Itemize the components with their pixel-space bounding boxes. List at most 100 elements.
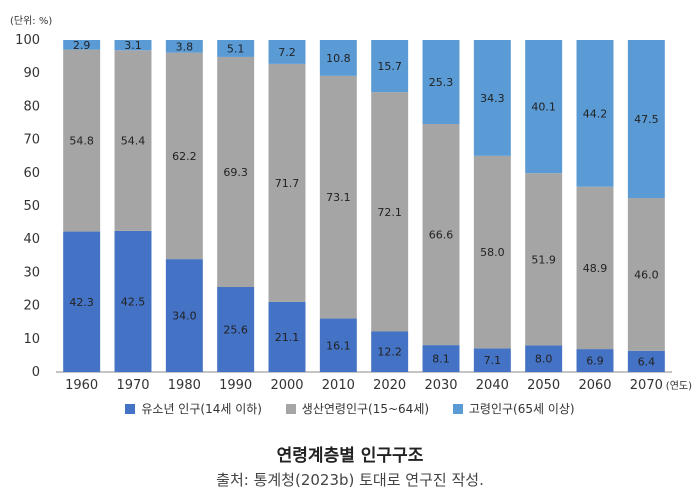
bar-segment-working-age [63,49,101,232]
bar-segment-youth [576,349,614,372]
bar-segment-elderly [627,40,665,199]
x-tick-label: 2030 [424,378,457,393]
bar-segment-working-age [576,186,614,350]
data-label-youth: 8.1 [432,353,450,366]
x-tick-label: 2040 [476,378,509,393]
data-label-elderly: 40.1 [531,101,556,114]
data-label-working-age: 54.4 [121,135,146,148]
data-label-elderly: 3.1 [124,39,142,52]
bar-segment-youth [319,318,357,372]
data-label-working-age: 54.8 [69,135,94,148]
bar-segment-elderly [319,40,357,76]
bar-segment-elderly [525,40,563,174]
data-label-youth: 42.5 [121,295,146,308]
data-label-youth: 12.2 [377,346,402,359]
bar-segment-youth [473,348,511,372]
bar-segment-youth [371,331,409,372]
data-label-youth: 21.1 [275,331,300,344]
bar-segment-working-age [422,123,460,346]
data-label-youth: 8.0 [535,353,553,366]
data-label-working-age: 66.6 [429,229,454,242]
x-tick-label: 1970 [116,378,149,393]
x-tick-label: 1980 [168,378,201,393]
data-label-youth: 34.0 [172,310,197,323]
x-tick-label: 2010 [322,378,355,393]
bar-segment-working-age [165,52,203,260]
data-label-elderly: 5.1 [227,42,245,55]
data-label-working-age: 46.0 [634,268,659,281]
bar-segment-elderly [473,40,511,156]
legend-label-working-age: 생산연령인구(15~64세) [301,402,430,416]
y-tick-label: 10 [23,332,40,347]
bar-segment-youth [422,345,460,372]
y-tick-label: 40 [23,232,40,247]
y-tick-label: 80 [23,99,40,114]
legend-swatch-working-age [285,403,296,414]
legend-item-elderly: 고령인구(65세 이상) [452,400,575,417]
legend-label-youth: 유소년 인구(14세 이하) [141,402,262,416]
bar-segment-working-age [627,198,665,351]
legend-label-elderly: 고령인구(65세 이상) [468,402,575,416]
y-unit-label: (단위: %) [10,14,52,27]
x-axis: 1960 1970 1980 1990 2000 2010 2020 2030 2040 2050… [65,378,663,393]
legend-swatch-youth [125,403,136,414]
data-label-elderly: 10.8 [326,52,351,65]
bar-segment-youth [63,231,101,372]
y-tick-label: 0 [32,365,40,380]
data-label-elderly: 2.9 [73,39,91,52]
bar-segment-working-age [473,155,511,349]
y-tick-label: 20 [23,299,40,314]
legend-item-working-age: 생산연령인구(15~64세) [285,400,430,417]
x-tick-label: 2020 [373,378,406,393]
data-label-working-age: 73.1 [326,191,351,204]
bar-segment-youth [217,287,255,372]
y-tick-label: 30 [23,265,40,280]
data-label-working-age: 69.3 [223,166,248,179]
data-label-youth: 42.3 [69,296,94,309]
bar-segment-elderly [268,40,306,64]
y-tick-label: 60 [23,166,40,181]
legend-swatch-elderly [452,403,463,414]
bar-segment-elderly [371,40,409,93]
y-axis: 0 10 20 30 40 50 60 70 80 90 100 [15,33,40,380]
data-label-youth: 7.1 [484,354,502,367]
bar-segment-elderly [114,40,152,51]
bar-segment-working-age [319,75,357,319]
bar-segment-working-age [525,173,563,346]
bar-segment-working-age [371,92,409,332]
y-tick-label: 100 [15,33,40,48]
data-label-working-age: 71.7 [275,177,300,190]
chart-source: 출처: 통계청(2023b) 토대로 연구진 작성. [216,471,484,489]
data-label-working-age: 48.9 [583,262,608,275]
y-tick-label: 90 [23,66,40,81]
y-tick-label: 70 [23,133,40,148]
bar-segment-working-age [114,50,152,231]
data-label-elderly: 47.5 [634,113,659,126]
bar-segment-elderly [165,40,203,53]
legend: 유소년 인구(14세 이하) 생산연령인구(15~64세) 고령인구(65세 이… [0,400,700,417]
chart-title: 연령계층별 인구구조 [276,446,424,466]
data-label-elderly: 15.7 [377,60,402,73]
x-tick-label: 2060 [578,378,611,393]
data-label-working-age: 51.9 [531,253,556,266]
data-label-working-age: 58.0 [480,246,505,259]
x-tick-label: 2050 [527,378,560,393]
x-tick-label: 2000 [270,378,303,393]
data-label-youth: 6.4 [638,355,656,368]
bar-segment-elderly [217,40,255,57]
data-label-elderly: 7.2 [278,46,296,59]
bar-segment-youth [627,350,665,372]
data-label-elderly: 3.8 [176,40,194,53]
data-label-youth: 16.1 [326,339,351,352]
x-tick-label: 2070 [630,378,663,393]
x-tick-label: 1990 [219,378,252,393]
bar-segment-youth [268,301,306,372]
legend-item-youth: 유소년 인구(14세 이하) [125,400,262,417]
bar-segment-elderly [422,40,460,124]
bar-segment-youth [165,259,203,372]
bars: 42.3 54.8 2.9 42.5 54.4 3.1 34.0 62.2 3.8 25.6 69.… [63,39,665,372]
y-tick-label: 50 [23,199,40,214]
data-label-elderly: 34.3 [480,92,505,105]
data-label-elderly: 25.3 [429,76,454,89]
